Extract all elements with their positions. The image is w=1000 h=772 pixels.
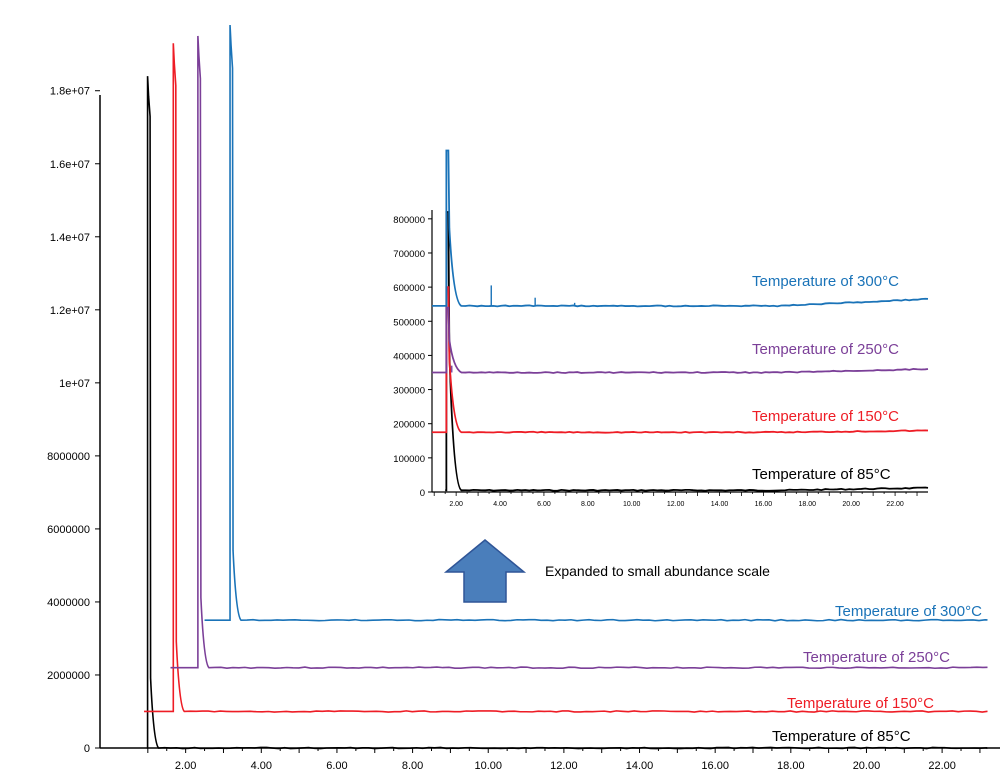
inset-label-150: Temperature of 150°C: [752, 408, 899, 425]
main-series-labels: Temperature of 300°C Temperature of 250°…: [772, 603, 982, 745]
main-x-tick-label: 14.00: [626, 760, 654, 772]
main-y-tick-label: 4000000: [47, 597, 90, 609]
inset-series-trace: [432, 286, 929, 434]
inset-x-tick-label: 22.00: [886, 501, 904, 508]
inset-series-trace: [432, 149, 929, 308]
main-x-tick-label: 12.00: [550, 760, 578, 772]
main-y-tick-label: 2000000: [47, 670, 90, 682]
main-x-tick-label: 18.00: [777, 760, 805, 772]
inset-series-trace: [445, 211, 929, 492]
inset-y-tick-label: 0: [420, 488, 425, 499]
main-x-tick-label: 20.00: [853, 760, 881, 772]
inset-label-85: Temperature of 85°C: [752, 466, 891, 483]
inset-y-tick-label: 700000: [393, 249, 425, 260]
main-x-ticks: 2.00 4.00 6.00 8.00 10.00 12.00 14.00 16.00 18.0…: [147, 748, 981, 772]
inset-y-tick-label: 500000: [393, 317, 425, 328]
main-y-tick-label: 0: [84, 743, 90, 755]
main-y-tick-label: 1.2e+07: [50, 305, 90, 317]
main-x-tick-label: 22.00: [928, 760, 956, 772]
expand-arrow-icon: [443, 539, 527, 603]
inset-x-tick-label: 4.00: [493, 501, 507, 508]
inset-x-tick-label: 20.00: [842, 501, 860, 508]
main-y-tick-label: 1e+07: [59, 378, 90, 390]
inset-x-tick-label: 14.00: [711, 501, 729, 508]
main-series-group: [144, 24, 988, 750]
inset-y-tick-label: 600000: [393, 283, 425, 294]
inset-label-300: Temperature of 300°C: [752, 273, 899, 290]
inset-x-tick-label: 8.00: [581, 501, 595, 508]
inset-x-tick-label: 6.00: [537, 501, 551, 508]
main-y-tick-label: 6000000: [47, 524, 90, 536]
inset-label-250: Temperature of 250°C: [752, 341, 899, 358]
main-y-tick-label: 1.8e+07: [50, 86, 90, 98]
main-y-tick-label: 8000000: [47, 451, 90, 463]
inset-series-group: [432, 149, 929, 492]
inset-x-tick-label: 10.00: [623, 501, 641, 508]
inset-y-tick-label: 800000: [393, 215, 425, 226]
main-series-trace: [170, 35, 988, 670]
main-x-tick-label: 2.00: [175, 760, 196, 772]
main-label-300: Temperature of 300°C: [835, 603, 982, 620]
expand-note: Expanded to small abundance scale: [545, 563, 770, 579]
main-y-tick-label: 1.4e+07: [50, 232, 90, 244]
main-label-250: Temperature of 250°C: [803, 649, 950, 666]
main-x-tick-label: 6.00: [326, 760, 347, 772]
main-x-tick-label: 4.00: [251, 760, 272, 772]
inset-x-tick-label: 18.00: [799, 501, 817, 508]
inset-y-tick-label: 200000: [393, 420, 425, 431]
inset-y-tick-label: 300000: [393, 386, 425, 397]
main-x-tick-label: 16.00: [701, 760, 729, 772]
inset-x-ticks: 2.00 4.00 6.00 8.00 10.00 12.00 14.00 16.00 18.0…: [433, 492, 918, 508]
main-y-tick-label: 1.6e+07: [50, 159, 90, 171]
main-y-ticks: 0 2000000 4000000 6000000 8000000 1e+07 1.2e+0…: [47, 86, 100, 755]
inset-y-tick-label: 400000: [393, 351, 425, 362]
inset-x-tick-label: 12.00: [667, 501, 685, 508]
main-series-trace: [146, 76, 988, 750]
main-x-tick-label: 8.00: [402, 760, 423, 772]
inset-y-tick-label: 100000: [393, 454, 425, 465]
main-series-trace: [144, 43, 988, 713]
main-series-trace: [204, 24, 988, 622]
main-axes: 020000004000000600000080000001e+071.2e+0…: [47, 86, 1000, 772]
main-label-85: Temperature of 85°C: [772, 728, 911, 745]
inset-y-ticks: 0 100000 200000 300000 400000 500000 600000 700…: [393, 215, 432, 499]
inset-x-tick-label: 2.00: [449, 501, 463, 508]
main-x-tick-label: 10.00: [474, 760, 502, 772]
main-label-150: Temperature of 150°C: [787, 695, 934, 712]
inset-x-tick-label: 16.00: [755, 501, 773, 508]
inset-chart: 0 100000 200000 300000 400000 500000 600000 700…: [393, 149, 929, 508]
inset-series-trace: [432, 306, 929, 374]
